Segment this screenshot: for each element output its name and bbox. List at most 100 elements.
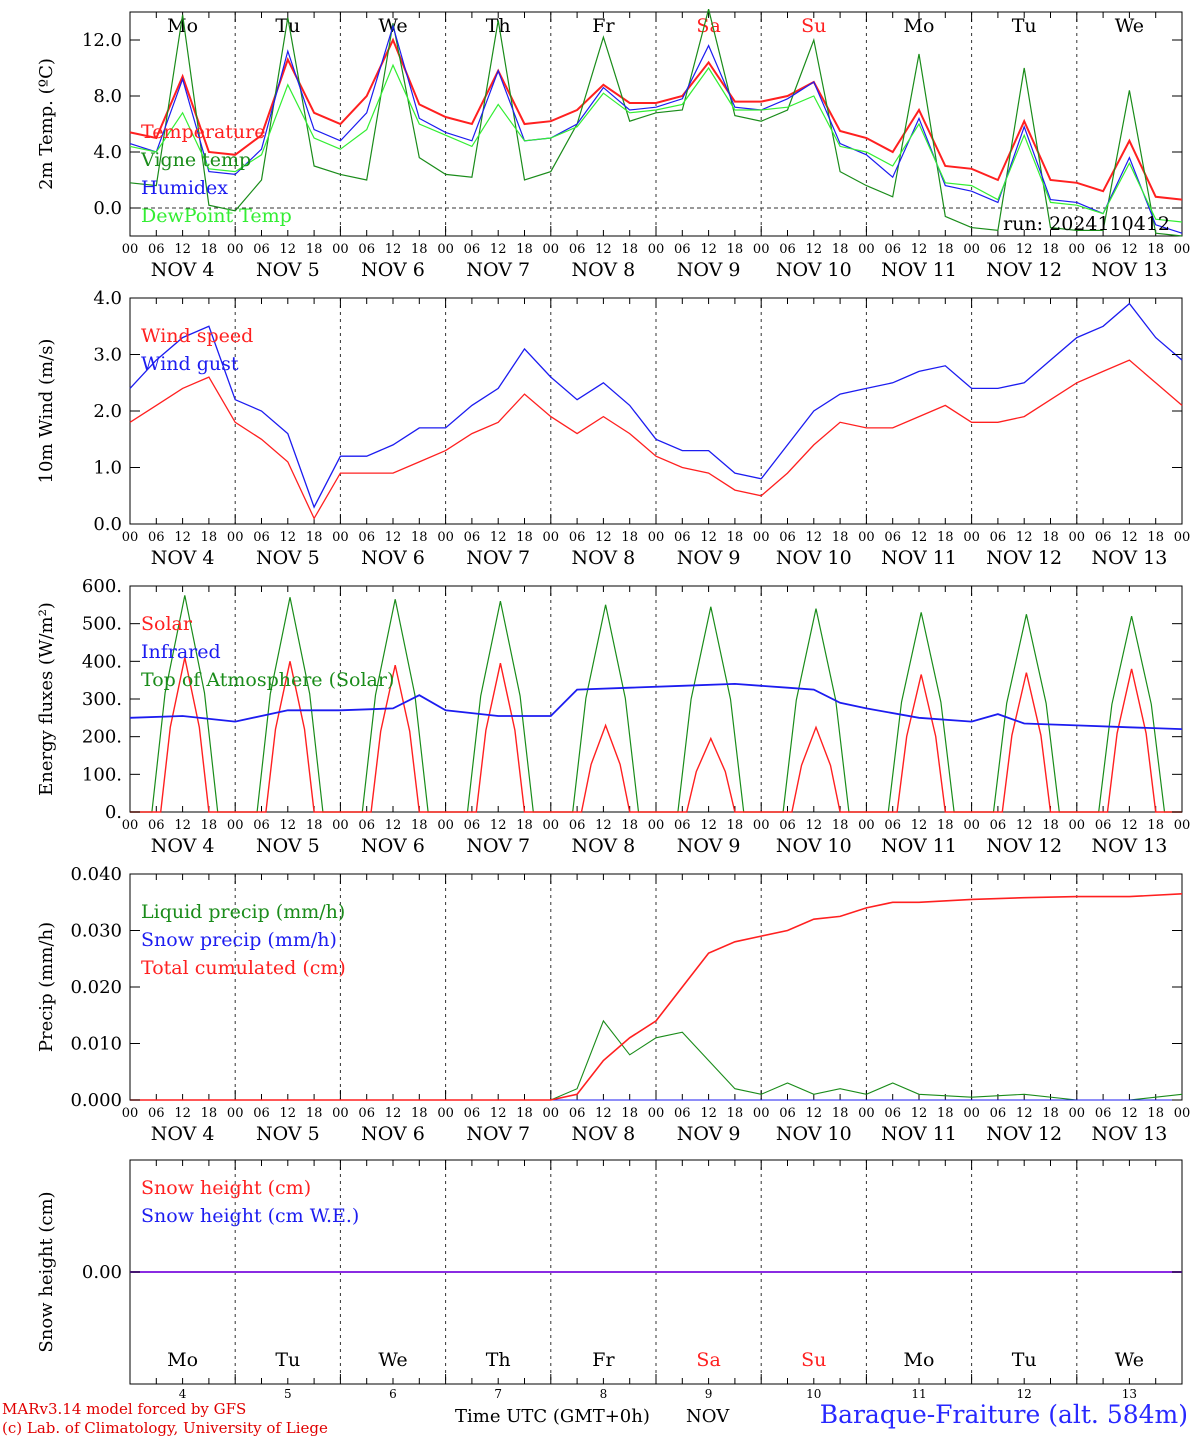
hour-tick-label: 06 bbox=[779, 1106, 796, 1121]
date-label: NOV 12 bbox=[986, 547, 1062, 569]
hour-tick-label: 00 bbox=[648, 818, 665, 833]
hour-tick-label: 18 bbox=[411, 818, 428, 833]
hour-tick-label: 18 bbox=[937, 818, 954, 833]
y-tick-label: 400. bbox=[82, 651, 122, 672]
legend-entry: Humidex bbox=[141, 177, 228, 199]
date-label: NOV 13 bbox=[1091, 259, 1167, 281]
hour-tick-label: 00 bbox=[437, 530, 454, 545]
hour-tick-label: 00 bbox=[858, 818, 875, 833]
hour-tick-label: 06 bbox=[464, 818, 481, 833]
hour-tick-label: 06 bbox=[674, 818, 691, 833]
hour-tick-label: 18 bbox=[201, 1106, 218, 1121]
hour-tick-label: 12 bbox=[385, 818, 402, 833]
date-label: NOV 9 bbox=[677, 547, 741, 569]
hour-tick-label: 18 bbox=[937, 1106, 954, 1121]
day-number-label: 7 bbox=[494, 1387, 502, 1401]
weekday-label: Sa bbox=[696, 15, 720, 37]
hour-tick-label: 12 bbox=[280, 1106, 297, 1121]
hour-tick-label: 12 bbox=[911, 242, 928, 257]
hour-tick-label: 12 bbox=[174, 818, 191, 833]
hour-tick-label: 06 bbox=[569, 242, 586, 257]
hour-tick-label: 18 bbox=[832, 1106, 849, 1121]
hour-tick-label: 18 bbox=[306, 1106, 323, 1121]
date-label: NOV 8 bbox=[572, 1123, 636, 1145]
hour-tick-label: 00 bbox=[1069, 242, 1086, 257]
run-label: run: 2024110412 bbox=[1003, 213, 1170, 235]
hour-tick-label: 06 bbox=[1095, 818, 1112, 833]
hour-tick-label: 00 bbox=[648, 530, 665, 545]
date-label: NOV 6 bbox=[361, 547, 425, 569]
hour-tick-label: 12 bbox=[595, 1106, 612, 1121]
hour-tick-label: 18 bbox=[306, 242, 323, 257]
date-label: NOV 8 bbox=[572, 547, 636, 569]
hour-tick-label: 12 bbox=[595, 818, 612, 833]
hour-tick-label: 00 bbox=[332, 1106, 349, 1121]
hour-tick-label: 00 bbox=[753, 242, 770, 257]
legend-entry: Liquid precip (mm/h) bbox=[141, 901, 345, 923]
date-label: NOV 5 bbox=[256, 835, 320, 857]
series-line-temperature bbox=[129, 37, 1183, 201]
hour-tick-label: 18 bbox=[516, 530, 533, 545]
hour-tick-label: 06 bbox=[148, 242, 165, 257]
hour-tick-label: 06 bbox=[148, 818, 165, 833]
y-tick-label: 300. bbox=[82, 689, 122, 710]
weekday-label: Mo bbox=[167, 15, 198, 37]
hour-tick-label: 18 bbox=[937, 242, 954, 257]
hour-tick-label: 06 bbox=[884, 1106, 901, 1121]
date-label: NOV 8 bbox=[572, 835, 636, 857]
weekday-label: Su bbox=[801, 1349, 826, 1371]
hour-tick-label: 00 bbox=[1174, 1106, 1191, 1121]
hour-tick-label: 18 bbox=[516, 1106, 533, 1121]
series-line-wind-gust bbox=[129, 302, 1183, 509]
hour-tick-label: 18 bbox=[411, 242, 428, 257]
day-number-label: 10 bbox=[806, 1387, 821, 1401]
hour-tick-label: 06 bbox=[358, 530, 375, 545]
hour-tick-label: 12 bbox=[911, 818, 928, 833]
hour-tick-label: 06 bbox=[674, 242, 691, 257]
hour-tick-label: 18 bbox=[621, 818, 638, 833]
hour-tick-label: 00 bbox=[1069, 818, 1086, 833]
hour-tick-label: 06 bbox=[253, 818, 270, 833]
y-tick-label: 0.0 bbox=[93, 514, 122, 535]
hour-tick-label: 00 bbox=[332, 242, 349, 257]
legend-entry: Total cumulated (cm) bbox=[141, 957, 346, 979]
series-line-infrared bbox=[129, 682, 1183, 730]
y-axis-label: Snow height (cm) bbox=[36, 1191, 57, 1352]
y-axis-label: Energy fluxes (W/m²) bbox=[36, 602, 57, 796]
hour-tick-label: 18 bbox=[727, 242, 744, 257]
hour-tick-label: 12 bbox=[385, 242, 402, 257]
y-tick-label: 0.030 bbox=[70, 921, 122, 942]
hour-tick-label: 12 bbox=[806, 818, 823, 833]
hour-tick-label: 12 bbox=[1016, 242, 1033, 257]
date-label: NOV 5 bbox=[256, 547, 320, 569]
hour-tick-label: 00 bbox=[648, 242, 665, 257]
date-label: NOV 11 bbox=[881, 1123, 957, 1145]
y-tick-label: 0.00 bbox=[82, 1262, 122, 1283]
hour-tick-label: 06 bbox=[253, 530, 270, 545]
y-axis-label: 2m Temp. (ºC) bbox=[36, 58, 57, 190]
hour-tick-label: 00 bbox=[543, 530, 560, 545]
day-number-label: 6 bbox=[389, 1387, 397, 1401]
hour-tick-label: 18 bbox=[832, 242, 849, 257]
hour-tick-label: 18 bbox=[516, 818, 533, 833]
hour-tick-label: 00 bbox=[332, 818, 349, 833]
hour-tick-label: 06 bbox=[1095, 242, 1112, 257]
hour-tick-label: 18 bbox=[1147, 1106, 1164, 1121]
hour-tick-label: 18 bbox=[306, 818, 323, 833]
hour-tick-label: 18 bbox=[1147, 530, 1164, 545]
hour-tick-label: 00 bbox=[227, 242, 244, 257]
date-label: NOV 10 bbox=[776, 547, 852, 569]
hour-tick-label: 00 bbox=[648, 1106, 665, 1121]
hour-tick-label: 12 bbox=[280, 242, 297, 257]
hour-tick-label: 12 bbox=[174, 242, 191, 257]
legend-entry: Snow height (cm) bbox=[141, 1177, 311, 1199]
y-tick-label: 4.0 bbox=[93, 288, 122, 309]
hour-tick-label: 00 bbox=[437, 818, 454, 833]
y-tick-label: 500. bbox=[82, 614, 122, 635]
weekday-label: We bbox=[378, 1349, 407, 1371]
hour-tick-label: 06 bbox=[779, 530, 796, 545]
hour-tick-label: 18 bbox=[621, 242, 638, 257]
date-label: NOV 5 bbox=[256, 259, 320, 281]
legend-entry: Wind gust bbox=[141, 353, 239, 375]
date-label: NOV 7 bbox=[466, 1123, 530, 1145]
